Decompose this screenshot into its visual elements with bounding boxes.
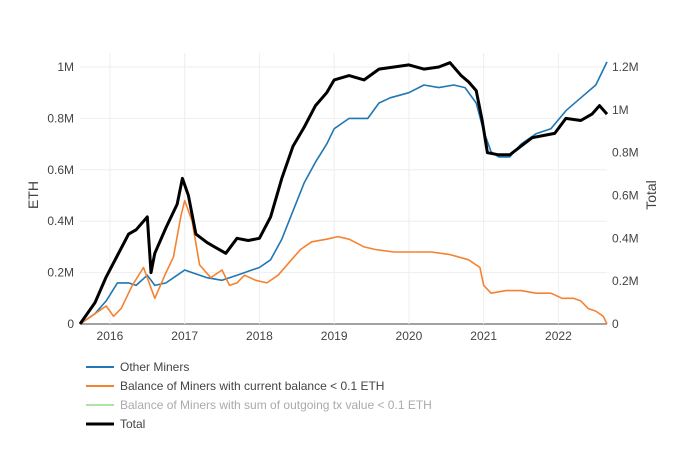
- legend-item-label[interactable]: Other Miners: [120, 360, 189, 374]
- y-left-tick-label: 0.8M: [47, 111, 74, 125]
- legend: Other Miners Balance of Miners with curre…: [86, 360, 432, 431]
- x-tick-label: 2022: [545, 329, 572, 343]
- y-right-tick-label: 0.2M: [612, 274, 639, 288]
- y-right-tick-label: 0: [612, 317, 619, 331]
- series-line-3: [78, 61, 609, 325]
- series-line-1: [79, 199, 608, 325]
- y-right-tick-label: 0.4M: [612, 231, 639, 245]
- y-right-tick-label: 0.8M: [612, 146, 639, 160]
- legend-item-label[interactable]: Balance of Miners with sum of outgoing t…: [120, 398, 432, 412]
- y-axis-right-title: Total: [643, 180, 659, 210]
- x-tick-label: 2020: [396, 329, 423, 343]
- y-right-tick-label: 1M: [612, 103, 629, 117]
- legend-item-label[interactable]: Total: [120, 417, 145, 431]
- y-left-tick-label: 0.6M: [47, 163, 74, 177]
- y-left-tick-label: 0.4M: [47, 214, 74, 228]
- legend-item-label[interactable]: Balance of Miners with current balance <…: [120, 379, 384, 393]
- y-axis-left-title: ETH: [25, 181, 41, 209]
- x-tick-label: 2016: [97, 329, 124, 343]
- x-tick-label: 2017: [171, 329, 198, 343]
- x-tick-label: 2019: [321, 329, 348, 343]
- x-tick-label: 2021: [470, 329, 497, 343]
- y-left-tick-label: 1M: [57, 60, 74, 74]
- y-left-tick-label: 0: [67, 317, 74, 331]
- y-right-tick-label: 0.6M: [612, 189, 639, 203]
- tick-labels: 0 0.2M 0.4M 0.6M 0.8M 1M 0 0.2M 0.4M 0.6M 0.8M 1M 1.…: [47, 60, 638, 343]
- series-line-0: [79, 61, 608, 325]
- y-right-tick-label: 1.2M: [612, 60, 639, 74]
- y-left-tick-label: 0.2M: [47, 266, 74, 280]
- x-tick-label: 2018: [246, 329, 273, 343]
- plot-area: [78, 61, 609, 325]
